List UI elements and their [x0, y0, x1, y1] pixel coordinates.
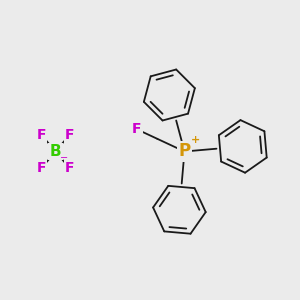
Text: P: P — [178, 142, 190, 160]
Text: F: F — [132, 122, 142, 136]
Text: F: F — [37, 161, 46, 175]
Text: F: F — [64, 128, 74, 142]
Text: F: F — [64, 161, 74, 175]
Text: F: F — [37, 128, 46, 142]
Text: −: − — [60, 153, 69, 163]
Text: B: B — [50, 144, 61, 159]
Text: +: + — [191, 135, 200, 145]
